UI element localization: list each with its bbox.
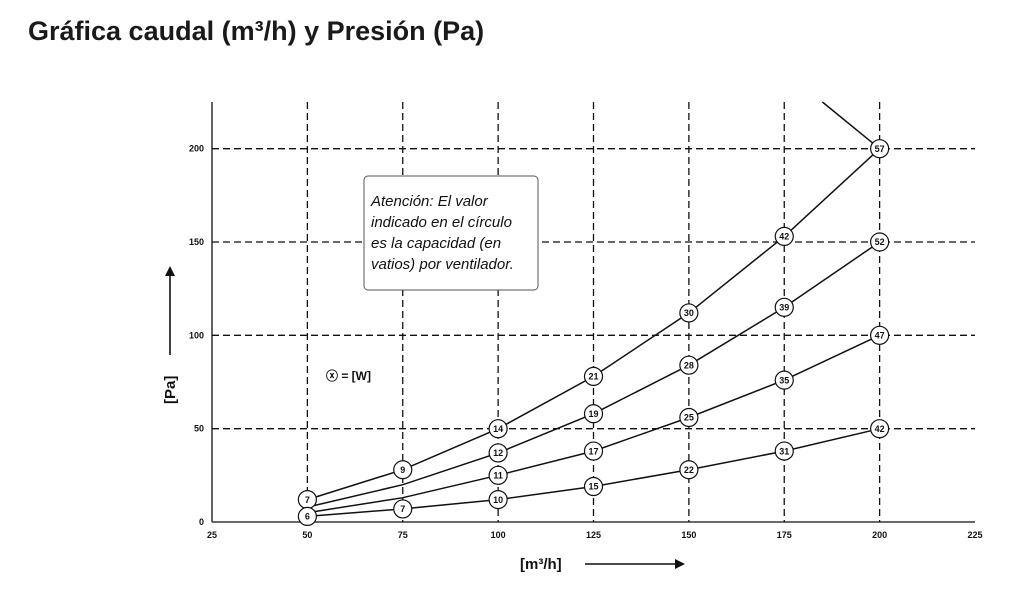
y-tick-label: 50 xyxy=(194,424,204,434)
legend-key-text: ⓧ = [W] xyxy=(326,368,371,383)
data-point xyxy=(583,476,604,497)
x-tick-label: 125 xyxy=(586,530,601,540)
grid xyxy=(211,102,975,523)
y-tick-label: 200 xyxy=(189,144,204,154)
x-tick-label: 150 xyxy=(681,530,696,540)
data-label: 39 xyxy=(779,303,789,313)
annotation-line-4: vatios) por ventilador. xyxy=(371,256,514,273)
data-point xyxy=(583,441,604,461)
data-label: 22 xyxy=(684,465,694,475)
data-point xyxy=(870,232,890,252)
x-axis-label: [m³/h] xyxy=(520,556,562,573)
data-label: 35 xyxy=(779,375,789,385)
legend-key: ⓧ = [W] xyxy=(326,368,371,383)
y-tick-label: 150 xyxy=(189,237,204,247)
y-tick-label: 0 xyxy=(199,517,204,527)
x-tick-label: 50 xyxy=(302,530,312,540)
annotation-line-1: Atención: El valor xyxy=(370,193,489,210)
data-point xyxy=(870,419,890,439)
data-point xyxy=(583,404,604,424)
data-point xyxy=(488,443,508,463)
data-label: 42 xyxy=(779,232,789,242)
data-label: 21 xyxy=(588,372,598,382)
data-point xyxy=(393,499,413,519)
data-point xyxy=(774,297,794,317)
annotation-line-3: es la capacidad (en xyxy=(371,235,501,252)
data-point xyxy=(679,460,699,480)
y-tick-label: 100 xyxy=(189,330,204,340)
data-point xyxy=(870,325,890,345)
data-label: 19 xyxy=(588,409,598,419)
data-label: 47 xyxy=(875,331,885,341)
tick-labels: 25 50 75 100 125 150 175 200 225 0 50 100 150 200 xyxy=(189,144,983,540)
annotation-line-2: indicado en el círculo xyxy=(371,214,512,231)
y-axis-label: [Pa] xyxy=(162,376,179,404)
data-label: 12 xyxy=(493,448,503,458)
data-point xyxy=(774,441,794,461)
x-tick-label: 200 xyxy=(872,530,887,540)
data-label: 31 xyxy=(779,446,789,456)
data-point xyxy=(679,407,699,428)
x-tick-label: 25 xyxy=(207,530,217,540)
data-label: 10 xyxy=(493,495,503,505)
data-point xyxy=(679,355,699,375)
data-label: 6 xyxy=(305,512,310,522)
data-label: 7 xyxy=(400,504,405,514)
x-tick-label: 100 xyxy=(491,530,506,540)
x-axis-title: [m³/h] xyxy=(520,556,685,573)
data-label: 30 xyxy=(684,308,694,318)
data-point xyxy=(393,460,413,480)
data-label: 57 xyxy=(875,144,885,154)
data-label: 28 xyxy=(684,360,694,370)
data-label: 42 xyxy=(875,424,885,434)
series-line-5 xyxy=(821,101,881,150)
data-label: 25 xyxy=(684,413,694,423)
data-label: 11 xyxy=(493,471,503,481)
data-point xyxy=(488,465,508,485)
watt-badges: 7 9 14 21 30 42 57 12 19 28 39 52 11 17 25 35 47 6 7 10 15 22… xyxy=(297,139,890,527)
data-point xyxy=(679,303,699,323)
data-point xyxy=(488,490,508,510)
annotation-box: Atención: El valor indicado en el círcul… xyxy=(363,175,539,291)
data-label: 14 xyxy=(493,424,503,434)
data-point xyxy=(774,370,794,390)
data-label: 9 xyxy=(400,465,405,475)
page-title: Gráfica caudal (m³/h) y Presión (Pa) xyxy=(28,16,485,46)
data-label: 15 xyxy=(588,482,598,492)
data-label: 17 xyxy=(588,446,598,456)
data-point xyxy=(870,139,890,159)
data-label: 52 xyxy=(875,237,885,247)
x-tick-label: 225 xyxy=(967,530,982,540)
data-label: 7 xyxy=(305,495,310,505)
data-point xyxy=(488,419,508,439)
x-tick-label: 175 xyxy=(777,530,792,540)
data-point xyxy=(774,226,794,246)
y-axis-title: [Pa] xyxy=(162,266,179,404)
data-point xyxy=(583,366,604,386)
data-point xyxy=(297,506,317,527)
x-tick-label: 75 xyxy=(398,530,408,540)
